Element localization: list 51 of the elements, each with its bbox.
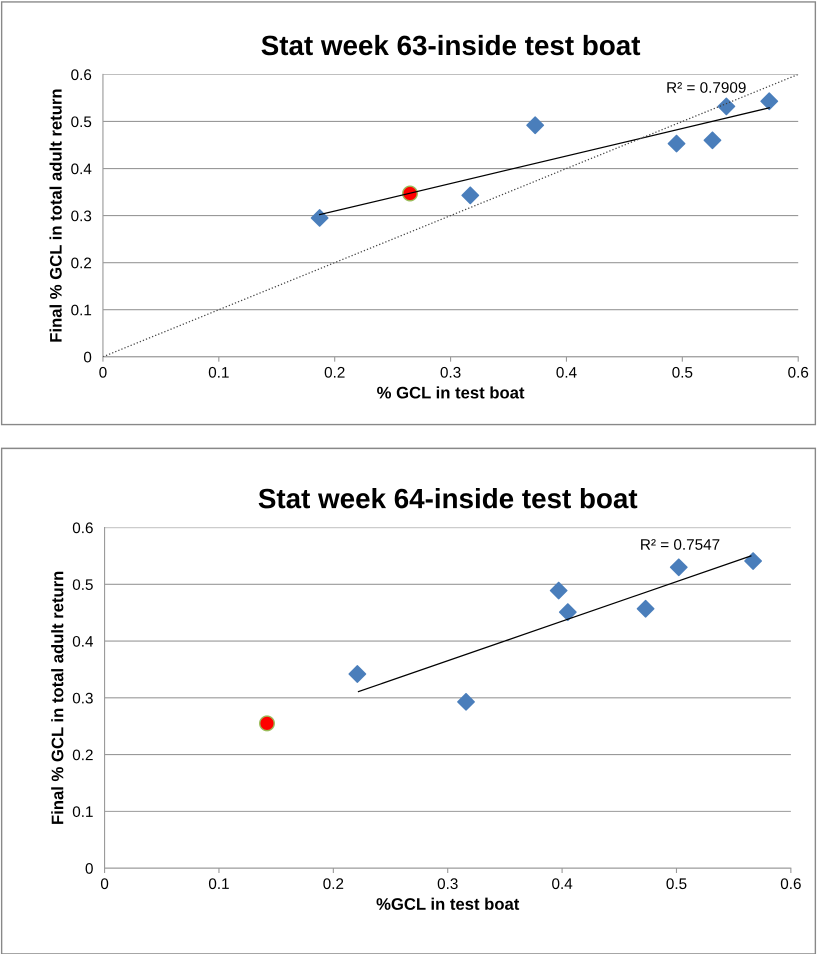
- x-axis-title: %GCL in test boat: [376, 898, 520, 910]
- y-tick-label: 0.3: [72, 692, 93, 704]
- x-tick-label: 0.3: [438, 878, 458, 890]
- x-tick-label: 0.2: [323, 878, 344, 890]
- y-tick-label: 0.5: [71, 116, 92, 128]
- point: [717, 98, 736, 116]
- point: [259, 715, 275, 732]
- point: [457, 692, 475, 711]
- x-tick-label: 0.4: [556, 366, 577, 378]
- point: [550, 582, 568, 600]
- point: [668, 134, 686, 153]
- annotation: R² = 0.7547: [641, 539, 720, 550]
- y-tick-label: 0.2: [72, 749, 93, 760]
- point: [348, 665, 366, 683]
- y-tick-label: 0.5: [72, 579, 93, 590]
- y-tick-label: 0: [84, 352, 92, 362]
- x-tick-label: 0.2: [324, 366, 345, 378]
- x-tick-label: 0.6: [780, 878, 801, 890]
- y-tick-label: 0.4: [72, 636, 94, 647]
- point: [558, 603, 577, 622]
- y-axis-title: Final % GCL in total adult return: [51, 572, 64, 824]
- point: [744, 552, 762, 570]
- x-tick-label: 0: [100, 878, 108, 890]
- point: [636, 600, 655, 618]
- y-tick-label: 0.3: [71, 210, 92, 222]
- x-tick-label: 0.4: [552, 878, 572, 890]
- y-tick-label: 0.2: [71, 258, 92, 268]
- point: [704, 131, 722, 150]
- y-tick-label: 0.1: [72, 806, 93, 818]
- y-axis-title: Final % GCL in total adult return: [50, 89, 62, 342]
- y-tick-label: 0.6: [71, 69, 92, 80]
- y-tick-label: 0.6: [72, 522, 93, 534]
- y-tick-label: 0.1: [71, 304, 92, 316]
- point: [526, 116, 544, 134]
- annotation: R² = 0.7909: [667, 82, 746, 93]
- x-tick-label: 0.1: [208, 878, 229, 890]
- point: [310, 209, 329, 227]
- chart-title: Stat week 63-inside test boat: [262, 34, 640, 56]
- y-tick-label: 0: [86, 863, 93, 874]
- x-tick-label: 0.3: [440, 366, 461, 378]
- y-tick-label: 0.4: [71, 163, 92, 174]
- chart-title: Stat week 64-inside test boat: [258, 488, 638, 508]
- point: [461, 186, 480, 204]
- point: [760, 92, 778, 110]
- x-tick-label: 0: [99, 366, 107, 378]
- x-tick-label: 0.6: [788, 366, 808, 378]
- x-tick-label: 0.5: [672, 366, 692, 378]
- x-axis-title: % GCL in test boat: [377, 386, 524, 399]
- x-tick-label: 0.5: [666, 878, 686, 890]
- point: [670, 558, 688, 576]
- x-tick-label: 0.1: [208, 366, 229, 378]
